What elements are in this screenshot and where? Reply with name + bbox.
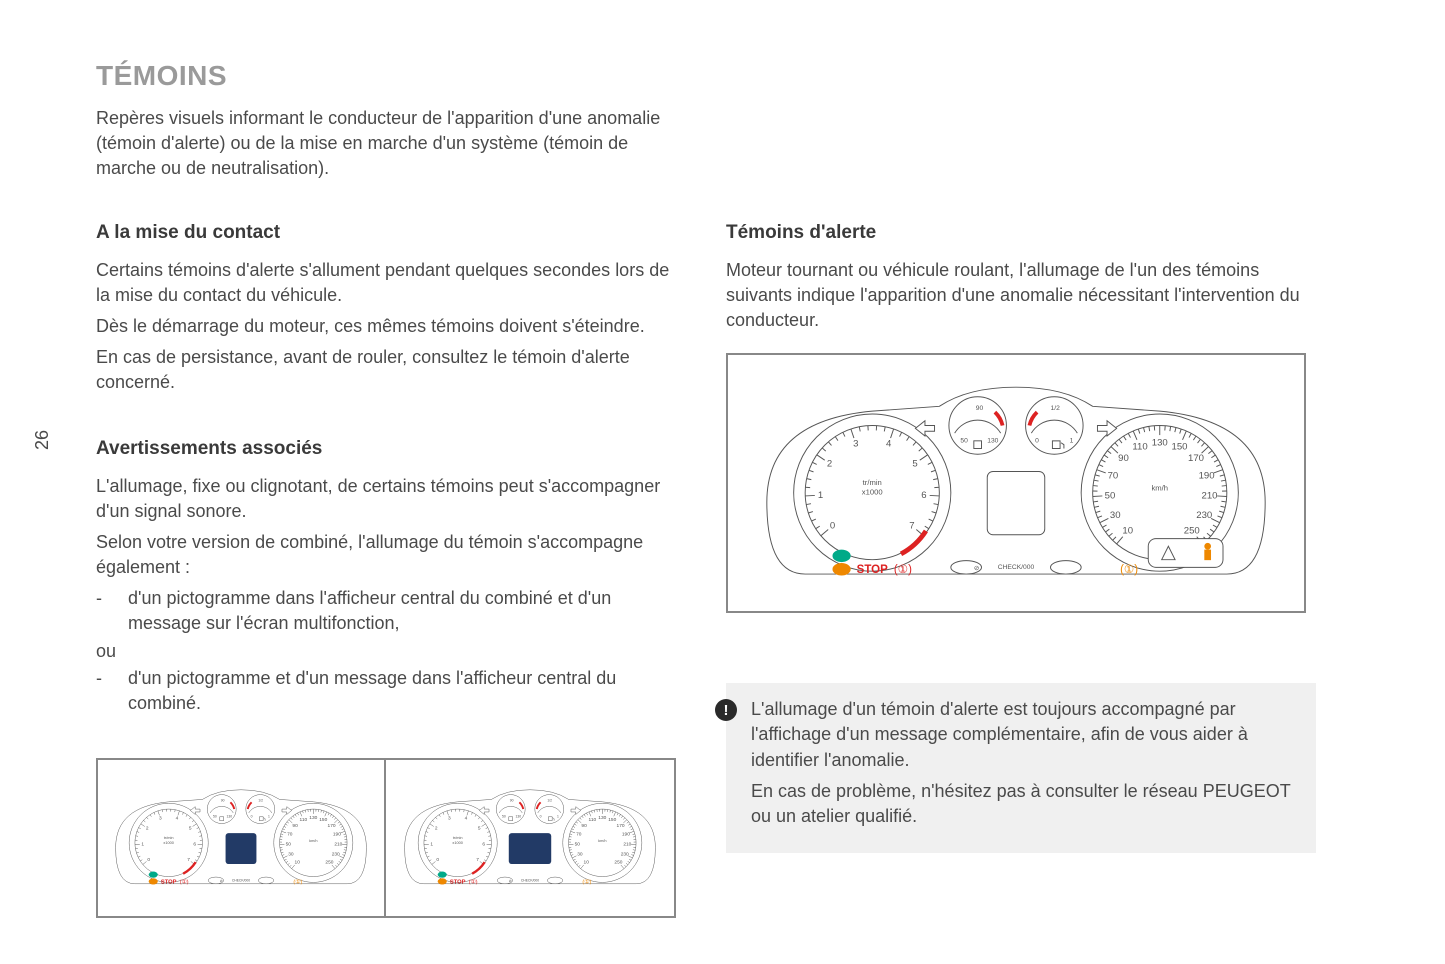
- heading-alerte: Témoins d'alerte: [726, 222, 1316, 244]
- para: Moteur tournant ou véhicule roulant, l'a…: [726, 258, 1316, 334]
- right-column: Témoins d'alerte Moteur tournant ou véhi…: [726, 222, 1316, 918]
- heading-contact: A la mise du contact: [96, 222, 686, 244]
- heading-avertissements: Avertissements associés: [96, 438, 686, 460]
- cluster-large: [726, 353, 1306, 613]
- info-text: L'allumage d'un témoin d'alerte est touj…: [751, 697, 1298, 835]
- bullet-item: - d'un pictogramme dans l'afficheur cent…: [96, 586, 686, 636]
- info-icon: !: [715, 699, 737, 721]
- info-para: L'allumage d'un témoin d'alerte est touj…: [751, 697, 1298, 773]
- info-para: En cas de problème, n'hésitez pas à cons…: [751, 779, 1298, 829]
- info-callout: ! L'allumage d'un témoin d'alerte est to…: [726, 683, 1316, 853]
- page-content: TÉMOINS Repères visuels informant le con…: [96, 60, 1376, 918]
- bullet-dash: -: [96, 666, 128, 716]
- cluster-thumbnails: [96, 758, 686, 918]
- cluster-variant-a: [96, 758, 386, 918]
- bullet-text: d'un pictogramme dans l'afficheur centra…: [128, 586, 686, 636]
- instrument-cluster-icon: [106, 768, 376, 908]
- bullet-dash: -: [96, 586, 128, 636]
- page-number: 26: [32, 430, 53, 450]
- para: Certains témoins d'alerte s'allument pen…: [96, 258, 686, 308]
- bullet-item: - d'un pictogramme et d'un message dans …: [96, 666, 686, 716]
- section-alerte: Témoins d'alerte Moteur tournant ou véhi…: [726, 222, 1316, 334]
- page-title: TÉMOINS: [96, 60, 1376, 92]
- section-avertissements: Avertissements associés L'allumage, fixe…: [96, 438, 686, 717]
- left-column: A la mise du contact Certains témoins d'…: [96, 222, 686, 918]
- cluster-variant-b: [386, 758, 676, 918]
- section-contact: A la mise du contact Certains témoins d'…: [96, 222, 686, 396]
- two-column-layout: A la mise du contact Certains témoins d'…: [96, 222, 1376, 918]
- para: L'allumage, fixe ou clignotant, de certa…: [96, 474, 686, 524]
- bullet-text: d'un pictogramme et d'un message dans l'…: [128, 666, 686, 716]
- ou-separator: ou: [96, 641, 686, 662]
- instrument-cluster-icon: [746, 368, 1286, 598]
- para: En cas de persistance, avant de rouler, …: [96, 345, 686, 395]
- instrument-cluster-icon: [395, 768, 665, 908]
- para: Selon votre version de combiné, l'alluma…: [96, 530, 686, 580]
- intro-paragraph: Repères visuels informant le conducteur …: [96, 106, 676, 182]
- para: Dès le démarrage du moteur, ces mêmes té…: [96, 314, 686, 339]
